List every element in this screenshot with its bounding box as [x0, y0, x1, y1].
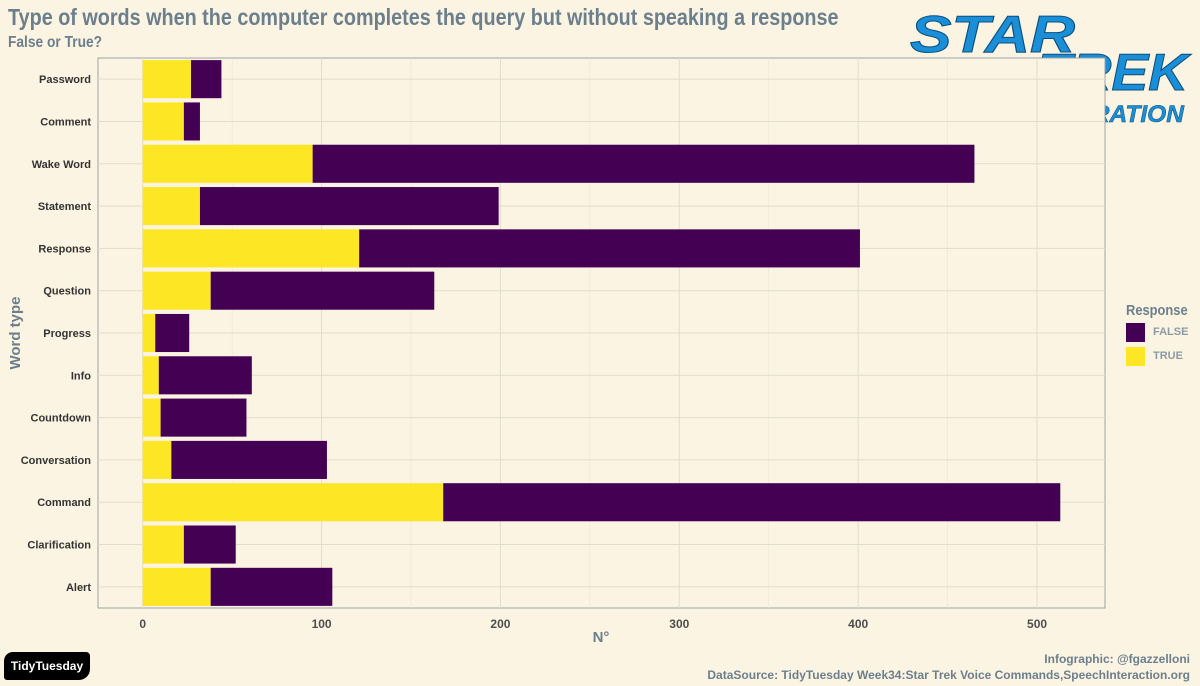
- bar-true: [142, 271, 211, 310]
- bar-true: [142, 567, 211, 606]
- y-tick-label: Progress: [43, 328, 91, 340]
- tidytuesday-badge: TidyTuesday: [4, 652, 90, 680]
- bar-true: [142, 440, 172, 479]
- bars: [142, 60, 1061, 606]
- y-tick-label: Password: [39, 74, 91, 86]
- legend-label-true: TRUE: [1153, 350, 1183, 362]
- bar-true: [142, 398, 161, 437]
- chart-subtitle: False or True?: [8, 34, 103, 51]
- y-tick-label: Conversation: [21, 455, 92, 467]
- chart-title: Type of words when the computer complete…: [8, 4, 839, 30]
- x-tick-label: 300: [669, 617, 689, 631]
- legend: Response FALSE TRUE: [1126, 302, 1198, 367]
- y-tick-label: Statement: [38, 201, 92, 213]
- legend-swatch-false: [1126, 322, 1145, 342]
- x-tick-label: 200: [490, 617, 510, 631]
- bar-true: [142, 313, 156, 353]
- x-tick-label: 500: [1027, 617, 1047, 631]
- logo-line-1: STAR: [910, 6, 1076, 64]
- bar-true: [142, 60, 192, 99]
- bar-false: [155, 313, 190, 353]
- bar-true: [142, 356, 159, 395]
- legend-label-false: FALSE: [1153, 326, 1189, 338]
- x-tick-label: 400: [848, 617, 868, 631]
- credit-infographic: Infographic: @fgazzelloni: [1044, 652, 1190, 666]
- y-tick-label: Command: [37, 497, 91, 509]
- x-axis-label: N°: [593, 629, 610, 646]
- y-tick-label: Comment: [40, 116, 91, 128]
- y-tick-label: Wake Word: [32, 159, 91, 171]
- bar-false: [183, 102, 200, 141]
- legend-title: Response: [1126, 302, 1188, 319]
- bar-true: [142, 102, 184, 141]
- x-tick-label: 0: [139, 617, 146, 631]
- y-tick-label: Clarification: [27, 540, 91, 552]
- bar-false: [199, 187, 499, 226]
- bar-false: [443, 483, 1061, 522]
- bar-true: [142, 525, 184, 564]
- y-tick-label: Countdown: [31, 413, 92, 425]
- bar-false: [183, 525, 236, 564]
- y-tick-label: Question: [43, 286, 91, 298]
- y-tick-label: Alert: [66, 582, 91, 594]
- legend-swatch-true: [1126, 346, 1145, 366]
- bar-false: [160, 398, 247, 437]
- y-tick-label: Response: [38, 243, 91, 255]
- bar-false: [210, 271, 435, 310]
- y-tick-labels: Password Comment Wake Word Statement Respons…: [21, 74, 92, 594]
- bar-false: [171, 440, 327, 479]
- x-tick-label: 100: [312, 617, 332, 631]
- bar-false: [312, 144, 975, 183]
- bar-true: [142, 144, 313, 183]
- credit-datasource: DataSource: TidyTuesday Week34:Star Trek…: [707, 668, 1190, 682]
- bar-false: [210, 567, 333, 606]
- legend-item-false: FALSE: [1126, 321, 1198, 343]
- bar-true: [142, 483, 444, 522]
- x-tick-labels: 0 100 200 300 400 500: [139, 617, 1047, 631]
- y-axis-label: Word type: [7, 296, 24, 369]
- bar-false: [359, 229, 860, 268]
- legend-item-true: TRUE: [1126, 345, 1198, 367]
- bar-true: [142, 229, 360, 268]
- bar-false: [191, 60, 222, 99]
- y-tick-label: Info: [71, 370, 91, 382]
- bar-false: [158, 356, 252, 395]
- bar-true: [142, 187, 200, 226]
